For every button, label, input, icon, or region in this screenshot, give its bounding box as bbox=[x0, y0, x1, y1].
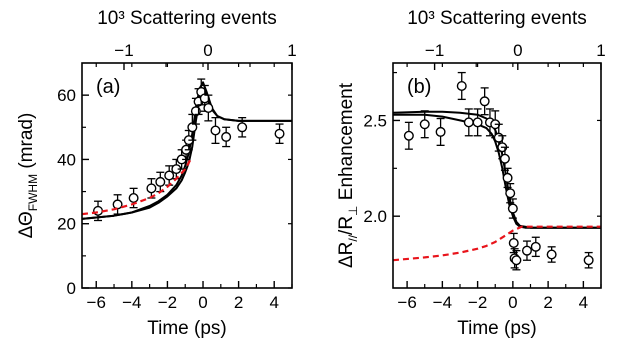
panel-b-data-point bbox=[521, 245, 532, 256]
panel-b-data-point bbox=[456, 80, 467, 91]
panel-a-x-tick-label: 0 bbox=[198, 293, 207, 312]
panel-b-data-point bbox=[505, 188, 516, 199]
panel-b-x-tick-label: −6 bbox=[397, 293, 416, 312]
panel-b-frame bbox=[392, 62, 602, 289]
panel-a-data-point bbox=[237, 122, 248, 133]
panel-a-y-tick-label: 0 bbox=[67, 279, 76, 298]
panel-b-x-axis-title: Time (ps) bbox=[457, 318, 537, 339]
panel-a-x-tick-label: 2 bbox=[234, 293, 243, 312]
panel-b-top-tick-label: 1 bbox=[596, 41, 605, 60]
panel-b-marks bbox=[393, 71, 601, 271]
panel-a-y-title-sub: FWHM bbox=[26, 174, 40, 211]
panel-a-data-point bbox=[199, 93, 210, 104]
panel-a-frame bbox=[81, 62, 293, 289]
panel-b-x-tick-label: 4 bbox=[579, 293, 588, 312]
panel-a-data-point bbox=[164, 170, 175, 181]
panel-b-y-title-main: ΔR bbox=[336, 242, 357, 268]
panel-a-data-point bbox=[128, 192, 139, 203]
panel-a-data-point bbox=[210, 125, 221, 136]
panel-b-data-point bbox=[403, 130, 414, 141]
panel-a-y-title-main: ΔΘ bbox=[16, 211, 37, 238]
panel-b-data-point bbox=[499, 153, 510, 164]
panel-a-y-tick-label: 40 bbox=[57, 150, 76, 169]
panel-a-top-tick-label: 0 bbox=[203, 41, 212, 60]
panel-a-data-point bbox=[274, 128, 285, 139]
panel-a-x-tick-label: −2 bbox=[158, 293, 177, 312]
panel-b-data-point bbox=[463, 117, 474, 128]
panel-b-x-tick-label: 2 bbox=[543, 293, 552, 312]
panel-a-dashed-fit-line bbox=[82, 158, 192, 216]
panel-a-data-point bbox=[187, 122, 198, 133]
panel-b-top-tick-label: 0 bbox=[513, 41, 522, 60]
panel-b-data-point bbox=[507, 203, 518, 214]
panel-b-dashed-fit-line bbox=[393, 225, 601, 262]
panel-a-fit-line-1 bbox=[82, 87, 292, 220]
panel-b-y-tick-label: 2.0 bbox=[363, 207, 387, 226]
panel-a-data-point bbox=[146, 183, 157, 194]
panel-b-data-point bbox=[502, 172, 513, 183]
panel-b-fit-line-1 bbox=[393, 113, 601, 229]
panel-b-label: (b) bbox=[407, 76, 431, 98]
panel-b-data-point bbox=[508, 237, 519, 248]
panel-b-data-point bbox=[583, 255, 594, 266]
panel-b-x-tick-label: 0 bbox=[508, 293, 517, 312]
panel-a-x-axis-title: Time (ps) bbox=[147, 318, 227, 339]
panel-b-top-axis-title: 10³ Scattering events bbox=[407, 8, 587, 29]
panel-b-ticks: −6 −4 −2 0 2 4 −1 0 1 2.0 2.5 bbox=[363, 41, 605, 312]
panel-a-data-point bbox=[155, 176, 166, 187]
panel-a-y-title-unit: (mrad) bbox=[16, 113, 37, 174]
panel-b-data-point bbox=[546, 249, 557, 260]
panel-a-data-point bbox=[203, 102, 214, 113]
panel-b: −6 −4 −2 0 2 4 −1 0 1 2.0 2.5 (b) Time (ps) 10³ Sc… bbox=[336, 8, 606, 339]
panel-b-y-title-unit: Enhancement bbox=[336, 82, 357, 205]
panel-b-data-point bbox=[435, 126, 446, 137]
panel-b-x-tick-label: −4 bbox=[433, 293, 452, 312]
panel-a-data-point bbox=[93, 205, 104, 216]
panel-b-y-title-mid: /R bbox=[336, 216, 357, 235]
panel-a-y-tick-label: 60 bbox=[57, 86, 76, 105]
panel-b-y-title-sub2: ⊥ bbox=[346, 205, 360, 215]
panel-a-x-tick-label: 4 bbox=[269, 293, 278, 312]
panel-a-top-axis-title: 10³ Scattering events bbox=[97, 8, 277, 29]
panel-b-data-point bbox=[479, 96, 490, 107]
panel-a-top-tick-label: −1 bbox=[114, 41, 133, 60]
panel-b-x-tick-label: −2 bbox=[468, 293, 487, 312]
panel-b-top-tick-label: −1 bbox=[425, 41, 444, 60]
panel-b-data-point bbox=[511, 255, 522, 266]
panel-a-data-point bbox=[112, 199, 123, 210]
panel-b-data-point bbox=[419, 119, 430, 130]
panel-a-marks bbox=[82, 78, 292, 222]
panel-a-x-tick-label: −6 bbox=[87, 293, 106, 312]
panel-a-top-tick-label: 1 bbox=[287, 41, 296, 60]
panel-a-y-axis-title: ΔΘFWHM (mrad) bbox=[16, 113, 40, 239]
panel-a-label: (a) bbox=[96, 76, 120, 98]
panel-b-y-title-sub1: // bbox=[346, 234, 360, 241]
panel-b-data-point bbox=[472, 117, 483, 128]
panel-b-data-point bbox=[530, 241, 541, 252]
panel-b-y-axis-title: ΔR///R⊥ Enhancement bbox=[336, 82, 360, 268]
panel-a-data-point bbox=[221, 131, 232, 142]
panel-a-y-tick-label: 20 bbox=[57, 215, 76, 234]
panel-b-y-tick-label: 2.5 bbox=[363, 111, 387, 130]
panel-a-x-tick-label: −4 bbox=[122, 293, 141, 312]
